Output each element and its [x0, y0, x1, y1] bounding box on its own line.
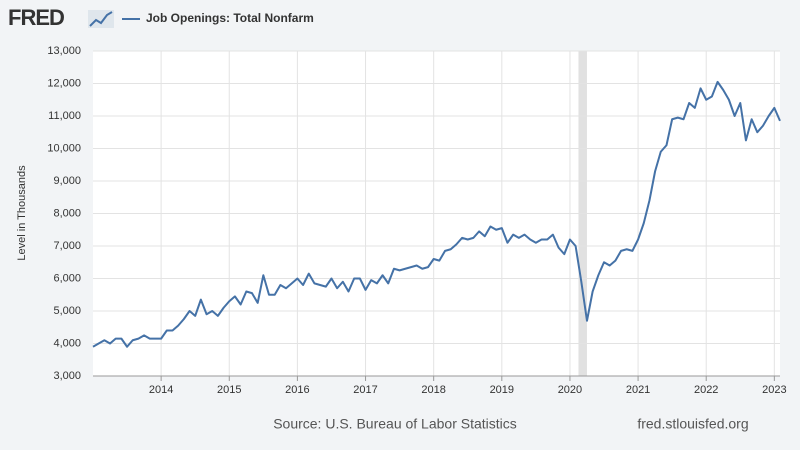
y-tick-label: 12,000 — [47, 77, 81, 89]
logo-icon — [88, 10, 114, 28]
y-tick-label: 4,000 — [53, 337, 81, 349]
y-axis-label: Level in Thousands — [16, 165, 28, 261]
series-line — [92, 80, 781, 348]
y-tick-label: 3,000 — [53, 370, 81, 382]
x-tick-label: 2021 — [626, 384, 650, 396]
y-tick-label: 13,000 — [47, 45, 81, 57]
x-tick-label: 2015 — [217, 384, 241, 396]
logo-icon-line — [89, 11, 113, 27]
y-tick-label: 11,000 — [48, 110, 81, 122]
x-tick-label: 2018 — [421, 384, 445, 396]
source: Source: U.S. Bureau of Labor Statistics — [273, 416, 517, 432]
x-tick-label: 2022 — [694, 384, 718, 396]
legend-label: Job Openings: Total Nonfarm — [146, 11, 314, 25]
site-url: fred.stlouisfed.org — [637, 416, 748, 432]
x-tick-label: 2023 — [762, 384, 786, 396]
x-tick-label: 2020 — [558, 384, 582, 396]
y-tick-label: 6,000 — [53, 272, 81, 284]
y-tick-label: 9,000 — [53, 175, 81, 187]
x-tick-label: 2016 — [285, 384, 309, 396]
y-tick-label: 7,000 — [53, 240, 81, 252]
logo: FRED — [8, 5, 64, 30]
y-tick-label: 8,000 — [53, 207, 81, 219]
x-tick-label: 2019 — [490, 384, 514, 396]
x-tick-label: 2017 — [353, 384, 377, 396]
y-tick-label: 10,000 — [47, 142, 81, 154]
x-tick-label: 2014 — [149, 384, 173, 396]
y-tick-label: 5,000 — [53, 305, 81, 317]
